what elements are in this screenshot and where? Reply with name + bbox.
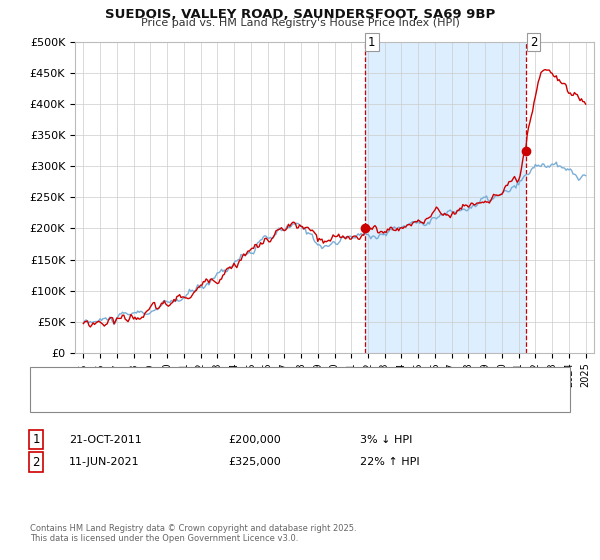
Text: SUEDOIS, VALLEY ROAD, SAUNDERSFOOT, SA69 9BP: SUEDOIS, VALLEY ROAD, SAUNDERSFOOT, SA69…: [105, 8, 495, 21]
Text: 1: 1: [368, 35, 376, 49]
Text: 2: 2: [530, 35, 537, 49]
Text: SUEDOIS, VALLEY ROAD, SAUNDERSFOOT, SA69 9BP (detached house): SUEDOIS, VALLEY ROAD, SAUNDERSFOOT, SA69…: [81, 374, 428, 384]
Text: 11-JUN-2021: 11-JUN-2021: [69, 457, 140, 467]
Bar: [365, 42, 526, 353]
Text: HPI: Average price, detached house, Pembrokeshire: HPI: Average price, detached house, Pemb…: [81, 394, 334, 404]
Text: 22% ↑ HPI: 22% ↑ HPI: [360, 457, 419, 467]
Text: Price paid vs. HM Land Registry's House Price Index (HPI): Price paid vs. HM Land Registry's House …: [140, 18, 460, 29]
Text: 1: 1: [32, 433, 40, 446]
Text: £325,000: £325,000: [228, 457, 281, 467]
Text: 2: 2: [32, 455, 40, 469]
Text: 3% ↓ HPI: 3% ↓ HPI: [360, 435, 412, 445]
Text: Contains HM Land Registry data © Crown copyright and database right 2025.
This d: Contains HM Land Registry data © Crown c…: [30, 524, 356, 543]
Text: 21-OCT-2011: 21-OCT-2011: [69, 435, 142, 445]
Text: £200,000: £200,000: [228, 435, 281, 445]
